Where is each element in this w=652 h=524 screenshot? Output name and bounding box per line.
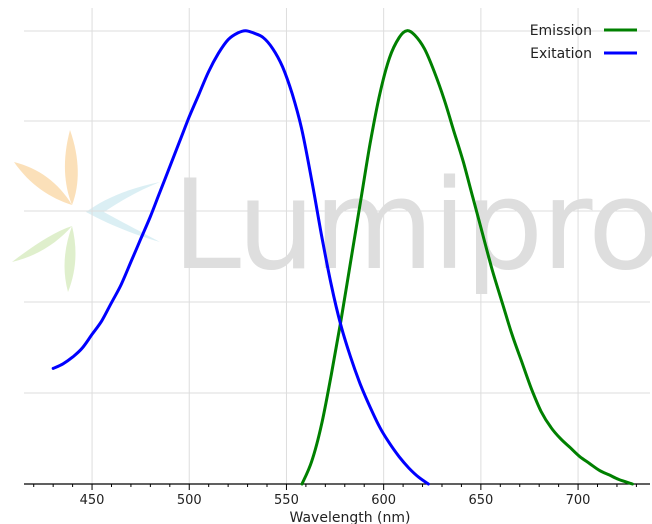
watermark: Lumiprobe bbox=[12, 130, 652, 298]
axes: 450 500 550 600 650 700 Wavelength (nm) bbox=[24, 483, 650, 524]
x-axis-title: Wavelength (nm) bbox=[290, 510, 411, 524]
plot-lines bbox=[51, 29, 634, 486]
x-tick-label: 500 bbox=[177, 493, 202, 508]
x-tick-label: 550 bbox=[274, 493, 299, 508]
x-tick-label: 700 bbox=[566, 493, 591, 508]
legend: Emission Exitation bbox=[530, 23, 637, 62]
x-tick-label: 600 bbox=[371, 493, 396, 508]
watermark-text: Lumiprobe bbox=[172, 154, 652, 298]
legend-label-emission: Emission bbox=[530, 23, 592, 39]
grid bbox=[24, 8, 650, 484]
legend-label-exitation: Exitation bbox=[530, 46, 592, 62]
series-line-emission bbox=[300, 29, 634, 486]
x-tick-label: 450 bbox=[80, 493, 105, 508]
series-line-exitation bbox=[51, 29, 430, 486]
lumiprobe-logo-icon bbox=[12, 130, 160, 292]
x-tick-label: 650 bbox=[468, 493, 493, 508]
